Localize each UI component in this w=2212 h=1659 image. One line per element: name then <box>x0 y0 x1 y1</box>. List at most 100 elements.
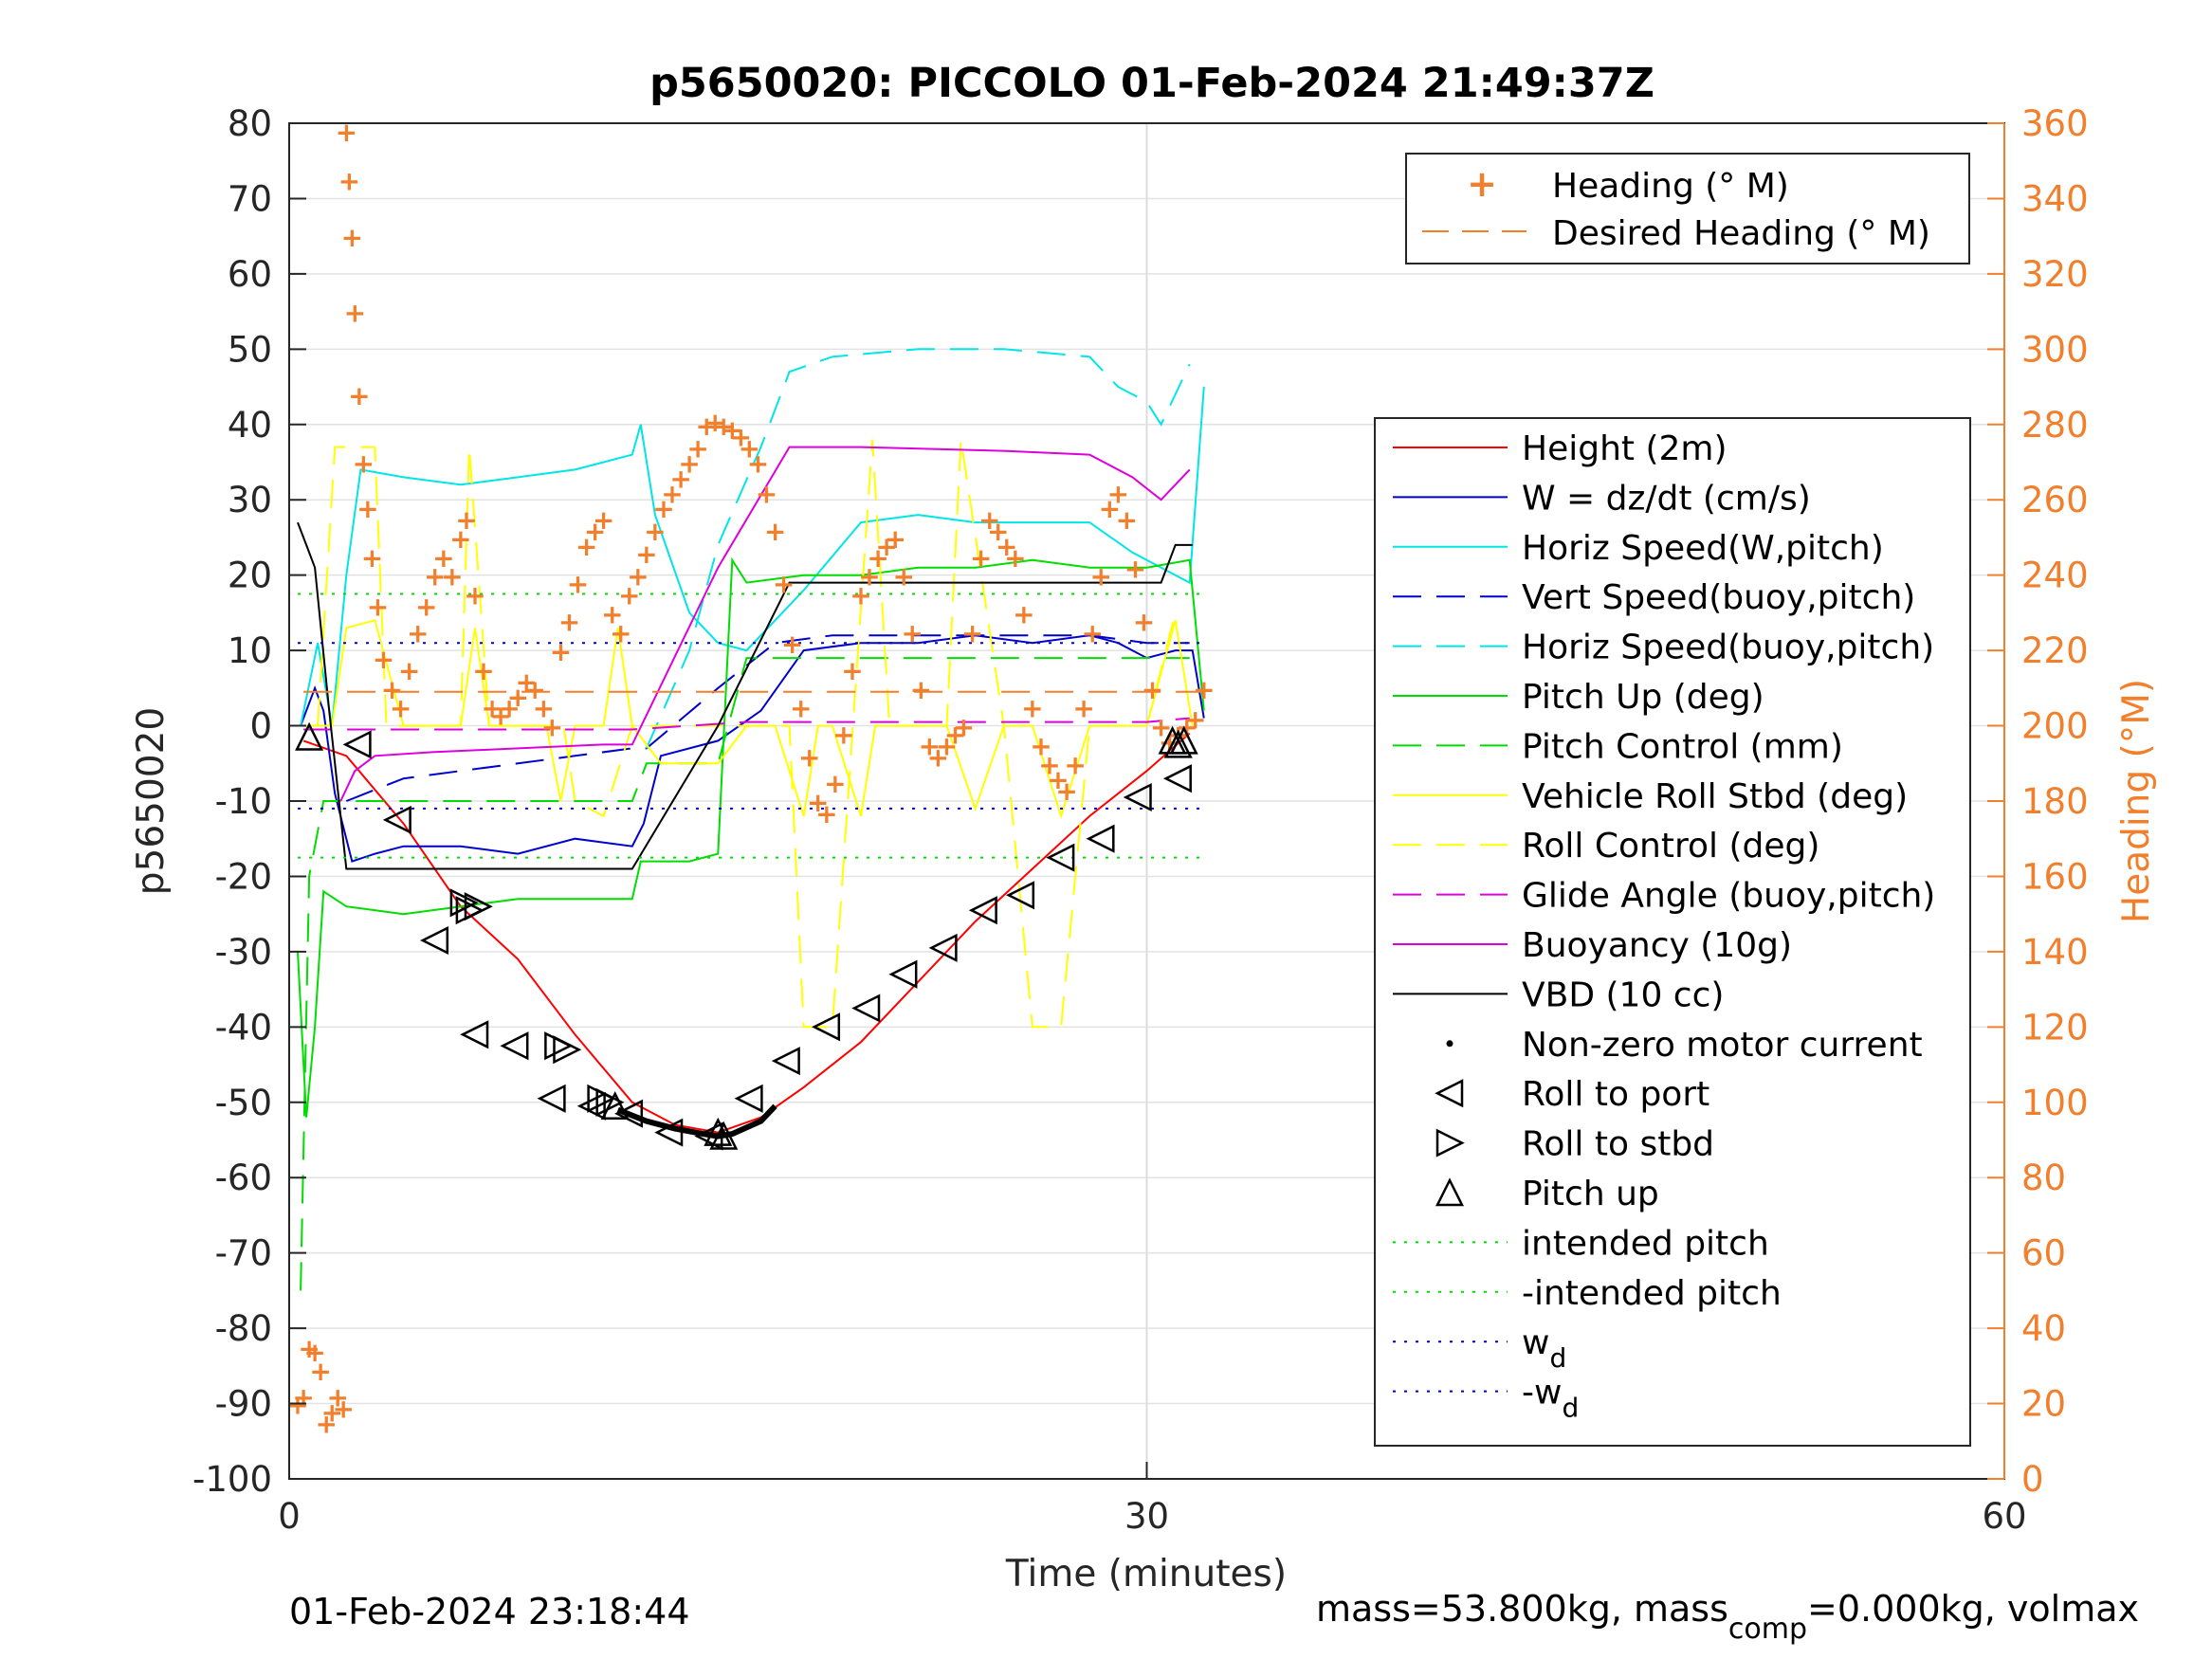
heading-point: + <box>1064 749 1086 780</box>
heading-point: + <box>841 655 863 686</box>
heading-point: + <box>902 617 923 648</box>
legend-row: Horiz Speed(W,pitch) <box>1393 529 1884 568</box>
heading-point: + <box>678 448 700 480</box>
heading-point: + <box>661 478 683 509</box>
legend-label: intended pitch <box>1522 1224 1769 1263</box>
heading-point: + <box>344 298 366 329</box>
roll-to-port-marker <box>1046 843 1075 872</box>
heading-point: + <box>341 222 363 253</box>
footer-mass-prefix: mass=53.800kg, mass <box>1316 1588 1728 1630</box>
legend-row: Pitch up <box>1435 1175 1659 1213</box>
legend-label: Roll to port <box>1522 1075 1709 1114</box>
heading-point: + <box>739 433 760 465</box>
y-right-tick-label: 100 <box>2021 1083 2089 1123</box>
roll-to-port-marker <box>771 1047 800 1076</box>
legend-label-main: w <box>1522 1323 1549 1362</box>
roll-to-port-marker <box>460 1020 489 1049</box>
heading-point: + <box>858 561 880 592</box>
legend-row: Buoyancy (10g) <box>1393 926 1792 965</box>
y-right-tick-label: 240 <box>2021 556 2089 596</box>
legend-swatch-port <box>1435 1079 1464 1108</box>
heading-point: + <box>381 674 403 705</box>
legend-row: intended pitch <box>1393 1224 1769 1263</box>
pitch-up-marker <box>600 1091 630 1121</box>
roll-to-port-marker <box>614 1099 644 1128</box>
y-ticks-left: -100-90-80-70-60-50-40-30-20-10010203040… <box>192 103 306 1500</box>
heading-point: + <box>315 1408 337 1439</box>
legend-row: Horiz Speed(buoy,pitch) <box>1393 629 1934 667</box>
heading-point: + <box>781 629 803 660</box>
heading-point: + <box>644 516 666 547</box>
legend-row: Pitch Control (mm) <box>1393 727 1843 766</box>
roll-to-port-marker <box>537 1084 566 1113</box>
heading-point: + <box>773 569 795 600</box>
heading-point: + <box>298 1333 320 1364</box>
heading-point: + <box>327 1382 349 1413</box>
heading-point: + <box>824 768 846 799</box>
y-right-tick-label: 220 <box>2021 630 2089 671</box>
heading-point: + <box>367 591 389 622</box>
footer-mass: mass=53.800kg, masscomp=0.000kg, volmax <box>1316 1588 2139 1646</box>
heading-point: + <box>567 569 589 600</box>
roll-to-port-marker <box>888 959 918 989</box>
series-vbd-10-cc <box>297 521 1193 870</box>
roll-to-port-marker <box>812 1012 841 1042</box>
legend-row: W = dz/dt (cm/s) <box>1393 479 1811 518</box>
legend-row: VBD (10 cc) <box>1393 975 1724 1014</box>
heading-point: + <box>764 516 786 547</box>
heading-point: + <box>353 448 375 480</box>
pitch-up-marker <box>1163 729 1193 758</box>
footer-mass-sub: comp <box>1728 1613 1807 1646</box>
pitch-up-marker <box>1169 725 1198 755</box>
heading-point: + <box>593 504 614 536</box>
heading-point: + <box>1142 674 1163 705</box>
heading-point: + <box>1107 478 1129 509</box>
roll-to-port-marker <box>1162 764 1192 793</box>
heading-point: + <box>652 493 674 524</box>
heading-point: + <box>516 666 538 698</box>
heading-point: + <box>910 674 932 705</box>
roll-to-port-marker <box>734 1084 763 1113</box>
pitch-up-marker <box>295 721 324 751</box>
heading-point: + <box>756 478 777 509</box>
legend-swatch-stbd <box>1435 1128 1465 1158</box>
heading-point: + <box>550 636 572 667</box>
roll-to-port-marker <box>851 994 881 1023</box>
roll-to-stbd-marker <box>595 1087 625 1117</box>
y-right-tick-label: 20 <box>2021 1384 2066 1425</box>
legend-rows: Height (2m) W = dz/dt (cm/s) Horiz Speed(W… <box>1393 429 1935 1424</box>
heading-point: + <box>704 407 726 438</box>
heading-point: + <box>850 580 871 611</box>
heading-point: + <box>1021 693 1043 724</box>
series-pitch-up-deg <box>297 556 1205 1118</box>
heading-point: + <box>867 542 888 574</box>
heading-point: + <box>1116 504 1138 536</box>
heading-point: + <box>1184 704 1206 736</box>
heading-point: + <box>541 712 563 743</box>
heading-point: + <box>875 531 897 562</box>
heading-point: + <box>333 1394 355 1425</box>
heading-point: + <box>936 730 958 761</box>
roll-to-port-marker <box>382 805 411 834</box>
series-horiz-speed-w-pitch <box>300 387 1205 726</box>
heading-point: + <box>464 580 485 611</box>
y-tick-label: 70 <box>228 178 272 219</box>
y-tick-label: -90 <box>215 1384 272 1425</box>
series-roll-control-deg <box>317 439 1177 1029</box>
heading-point: + <box>576 531 597 562</box>
roll-to-port-marker <box>1123 782 1152 812</box>
series-vert-speed-buoy-pitch <box>345 634 1190 802</box>
heading-point: + <box>815 798 837 830</box>
heading-point: + <box>338 166 360 197</box>
heading-point: + <box>449 523 471 555</box>
y-right-tick-label: 80 <box>2021 1158 2066 1198</box>
legend-row: Non-zero motor current <box>1446 1026 1923 1065</box>
legend-label: Non-zero motor current <box>1522 1026 1923 1065</box>
heading-point: + <box>1193 674 1215 705</box>
y-right-tick-label: 280 <box>2021 405 2089 446</box>
series-horiz-speed-buoy-pitch <box>645 348 1191 749</box>
y-tick-label: -40 <box>215 1007 272 1048</box>
heading-legend-marker: + <box>1467 163 1497 205</box>
y-right-tick-label: 180 <box>2021 781 2089 822</box>
